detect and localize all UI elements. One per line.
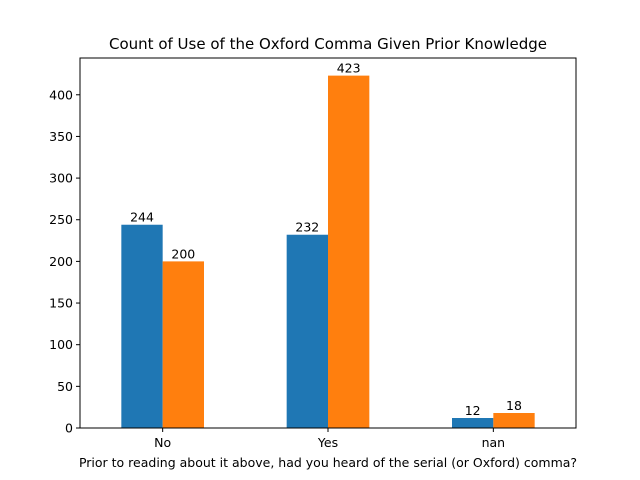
data-label-no-series-2: 200: [171, 246, 195, 261]
y-tick-label: 350: [49, 129, 73, 144]
y-tick-label: 400: [49, 87, 73, 102]
y-tick-label: 250: [49, 212, 73, 227]
data-label-no-series-1: 244: [130, 210, 154, 225]
data-label-nan-series-2: 18: [506, 398, 522, 413]
chart-title: Count of Use of the Oxford Comma Given P…: [109, 35, 547, 53]
x-tick-label-yes: Yes: [317, 435, 338, 450]
bar-yes-series-2: [328, 75, 370, 428]
plot-frame: [79, 57, 577, 429]
bar-nan-series-1: [452, 418, 494, 428]
y-axis: 0 50 100 150 200 250 300 350 400: [49, 87, 80, 436]
x-axis-title: Prior to reading about it above, had you…: [79, 455, 577, 470]
x-axis: No Yes nan: [154, 428, 505, 450]
bar-yes-series-1: [286, 234, 328, 428]
bar-no-series-2: [162, 261, 204, 428]
bar-nan-series-2: [493, 413, 535, 428]
y-tick-label: 300: [49, 171, 73, 186]
y-tick-label: 150: [49, 296, 73, 311]
data-label-yes-series-2: 423: [337, 61, 361, 76]
data-label-nan-series-1: 12: [465, 403, 481, 418]
data-labels-layer: 244 232 12 200 423 18: [130, 61, 522, 418]
bars-layer: [121, 75, 535, 428]
bar-no-series-1: [121, 224, 163, 428]
data-label-yes-series-1: 232: [295, 220, 319, 235]
y-tick-label: 200: [49, 254, 73, 269]
x-tick-label-no: No: [154, 435, 171, 450]
y-tick-label: 50: [57, 379, 73, 394]
x-tick-label-nan: nan: [482, 435, 506, 450]
y-tick-label: 100: [49, 337, 73, 352]
y-tick-label: 0: [65, 421, 73, 436]
